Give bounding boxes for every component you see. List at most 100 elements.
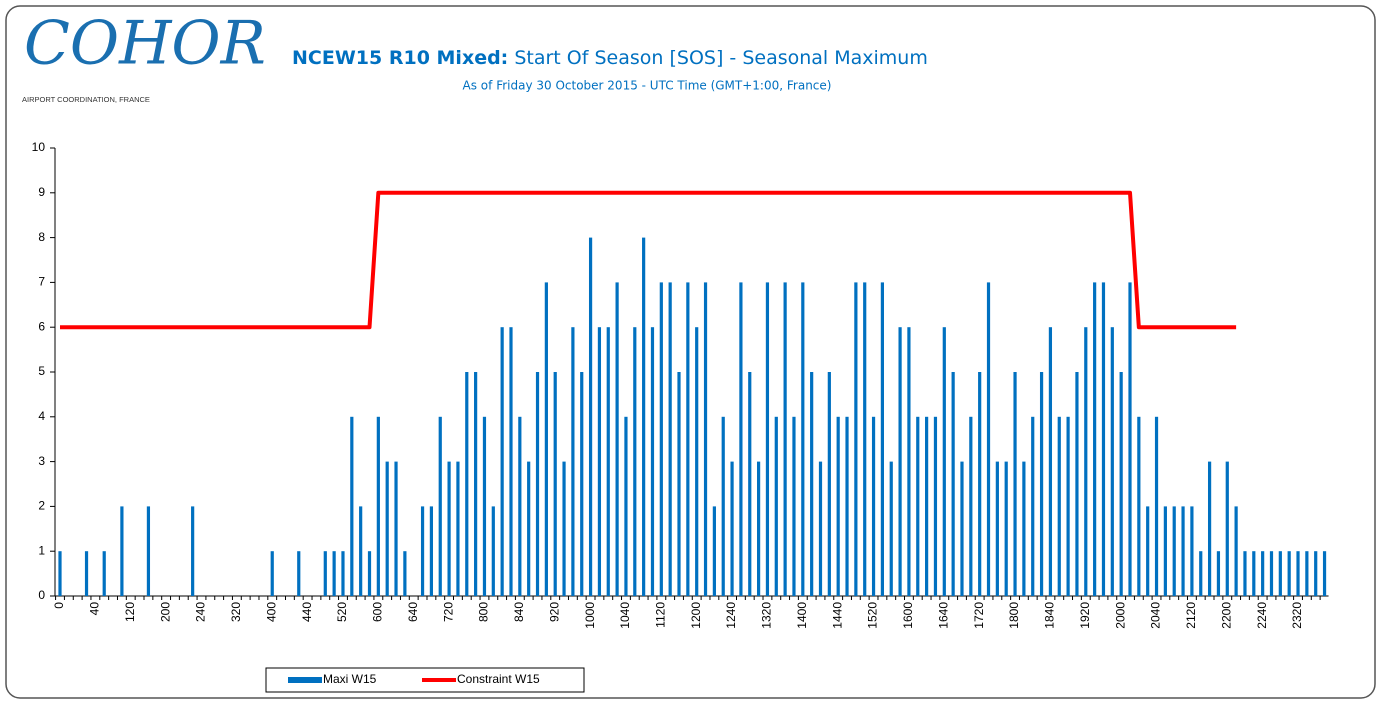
bar (1013, 372, 1017, 596)
y-tick-label: 9 (38, 185, 45, 199)
bar (509, 327, 513, 596)
chart-subtitle: As of Friday 30 October 2015 - UTC Time … (463, 79, 832, 93)
x-tick-label: 120 (123, 602, 137, 622)
bar (429, 506, 434, 596)
bar (1234, 506, 1238, 596)
bar (297, 551, 301, 596)
bar (889, 461, 893, 596)
x-tick-label: 2320 (1290, 602, 1304, 629)
x-tick-label: 1520 (866, 602, 880, 629)
bar (84, 551, 89, 596)
y-tick-label: 3 (38, 454, 45, 468)
bar (1137, 416, 1141, 596)
bar (102, 551, 106, 596)
x-tick-label: 1400 (795, 602, 809, 629)
bar (1199, 551, 1203, 596)
bar (535, 372, 540, 596)
bar (978, 372, 982, 596)
bar (916, 416, 920, 596)
x-tick-label: 840 (512, 602, 526, 622)
title-text: Start Of Season [SOS] - Seasonal Maximum (514, 47, 928, 69)
bar (544, 282, 548, 596)
constraint-line (60, 190, 1237, 330)
bar (482, 416, 487, 596)
bar (836, 416, 840, 596)
bar (863, 282, 867, 596)
bar (695, 327, 699, 596)
bar (907, 327, 911, 596)
x-tick-label: 1440 (830, 602, 844, 629)
legend: Maxi W15 Constraint W15 (265, 667, 585, 693)
bar (394, 461, 398, 596)
bar (854, 282, 858, 596)
y-tick-label: 6 (38, 319, 45, 333)
y-tick-label: 0 (38, 588, 45, 602)
bar (1163, 506, 1167, 596)
bar (1022, 461, 1026, 596)
bar (359, 506, 363, 596)
bar (1181, 506, 1185, 596)
bar (1287, 551, 1291, 596)
bar (898, 327, 902, 596)
bar (960, 461, 964, 596)
bar (553, 372, 557, 596)
bar (1146, 506, 1150, 596)
bar (677, 372, 681, 596)
bar (606, 327, 610, 596)
x-tick-label: 40 (88, 602, 102, 616)
bar (447, 461, 451, 596)
bar (827, 372, 831, 596)
bar (527, 461, 531, 596)
bar (120, 506, 124, 596)
x-tick-label: 1000 (583, 602, 597, 629)
bar (1296, 551, 1300, 596)
bar (1119, 372, 1123, 596)
bar (783, 282, 787, 596)
bar (765, 282, 770, 596)
x-tick-label: 2040 (1149, 602, 1163, 629)
bar (642, 237, 646, 596)
y-tick-label: 5 (38, 364, 45, 378)
bar (270, 551, 274, 596)
bar (1101, 282, 1106, 596)
x-tick-label: 2240 (1255, 602, 1269, 629)
logo-tagline: AIRPORT COORDINATION, FRANCE (22, 95, 150, 104)
bar (332, 551, 336, 596)
bar (871, 416, 876, 596)
bar (465, 372, 469, 596)
y-tick-label: 8 (38, 230, 45, 244)
bar (1252, 551, 1256, 596)
x-tick-label: 520 (335, 602, 349, 622)
bar (1066, 416, 1070, 596)
bar (739, 282, 743, 596)
bar (474, 372, 478, 596)
bar (562, 461, 566, 596)
legend-label: Maxi W15 (323, 672, 377, 686)
bar (500, 327, 504, 596)
title-prefix: NCEW15 R10 Mixed: (292, 47, 508, 69)
bar (942, 327, 946, 596)
bar (624, 416, 628, 596)
bar (1004, 461, 1008, 596)
bar (650, 327, 655, 596)
bar (403, 551, 407, 596)
bar (1075, 372, 1079, 596)
bar (376, 416, 380, 596)
bar (933, 416, 938, 596)
bar (1216, 551, 1221, 596)
bar (1128, 282, 1132, 596)
frame (5, 5, 1376, 699)
x-tick-label: 1800 (1007, 602, 1021, 629)
bar (703, 282, 708, 596)
bar (712, 506, 716, 596)
y-tick-label: 2 (38, 499, 45, 513)
bar (1084, 327, 1088, 596)
x-tick-label: 1200 (689, 602, 703, 629)
bar (1172, 506, 1176, 596)
bar (1110, 327, 1114, 596)
bar (385, 461, 389, 596)
bar (1190, 506, 1194, 596)
bar (810, 372, 814, 596)
bar (951, 372, 955, 596)
